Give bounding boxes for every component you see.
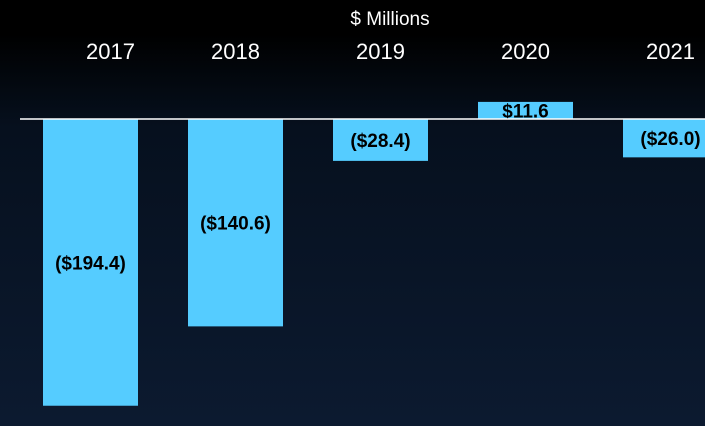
bar <box>623 119 705 158</box>
x-tick-label: 2017 <box>86 39 135 64</box>
bar <box>478 101 573 119</box>
bar <box>188 119 283 327</box>
data-label: ($28.4) <box>350 131 410 152</box>
bar <box>43 119 138 406</box>
bar <box>333 119 428 161</box>
x-tick-label: 2019 <box>356 39 405 64</box>
data-label: ($26.0) <box>640 129 700 150</box>
data-label: $11.6 <box>502 101 549 122</box>
data-label: ($194.4) <box>55 253 126 274</box>
x-tick-label: 2018 <box>211 39 260 64</box>
data-label: ($140.6) <box>200 214 271 235</box>
x-tick-label: 2020 <box>501 39 550 64</box>
x-tick-label: 2021 <box>646 39 695 64</box>
chart-title: $ Millions <box>350 9 429 30</box>
